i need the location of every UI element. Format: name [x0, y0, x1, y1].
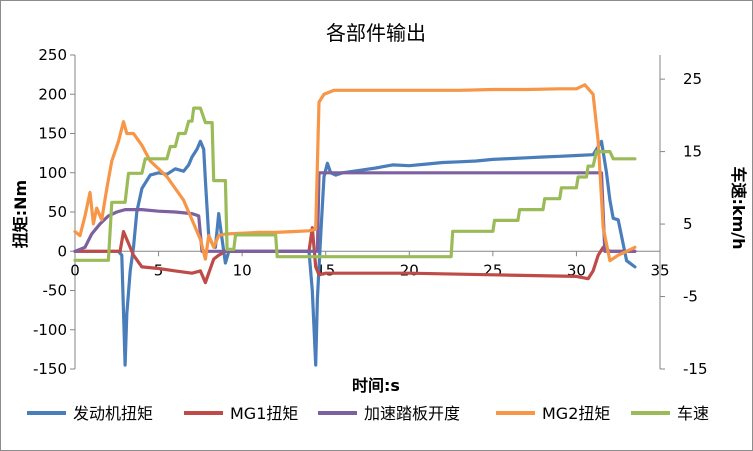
- left-tick-label: -150: [33, 360, 67, 378]
- left-tick-label: 250: [38, 46, 67, 64]
- left-axis-label: 扭矩:Nm: [11, 180, 30, 248]
- legend-label: MG1扭矩: [230, 404, 298, 423]
- x-tick-label: 5: [154, 261, 164, 279]
- right-axis-ticks: 25 15 5 -5 -15: [660, 70, 708, 378]
- right-tick-label: 5: [683, 215, 693, 233]
- right-tick-label: -15: [683, 360, 708, 378]
- x-tick-label: 10: [233, 261, 252, 279]
- x-tick-label: 25: [483, 261, 502, 279]
- chart-title: 各部件输出: [326, 21, 426, 45]
- left-tick-label: 50: [48, 203, 67, 221]
- series-line-5: [73, 106, 637, 262]
- x-tick-label: 0: [70, 261, 80, 279]
- left-tick-label: 150: [38, 125, 67, 143]
- x-axis-label: 时间:s: [352, 376, 400, 395]
- series-lines: [73, 83, 637, 367]
- legend-label: MG2扭矩: [542, 404, 610, 423]
- left-tick-label: 0: [57, 242, 67, 260]
- right-tick-label: 15: [683, 143, 702, 161]
- left-tick-label: -100: [33, 321, 67, 339]
- legend-label: 发动机扭矩: [73, 404, 153, 423]
- x-tick-label: 35: [650, 261, 669, 279]
- right-axis-label: 车速:km/h: [729, 167, 748, 250]
- series-line-1: [73, 139, 637, 367]
- left-tick-label: -50: [43, 282, 68, 300]
- right-tick-label: 25: [683, 70, 702, 88]
- left-tick-label: 100: [38, 164, 67, 182]
- left-axis-ticks: 250 200 150 100 50 0 -50 -100 -150: [33, 46, 75, 378]
- legend-label: 加速踏板开度: [364, 404, 460, 423]
- left-tick-label: 200: [38, 85, 67, 103]
- x-tick-label: 20: [400, 261, 419, 279]
- legend: 发动机扭矩 MG1扭矩 加速踏板开度 MG2扭矩 车速: [27, 404, 709, 423]
- series-line-3: [73, 171, 637, 253]
- right-tick-label: -5: [683, 288, 698, 306]
- legend-label: 车速: [677, 404, 709, 423]
